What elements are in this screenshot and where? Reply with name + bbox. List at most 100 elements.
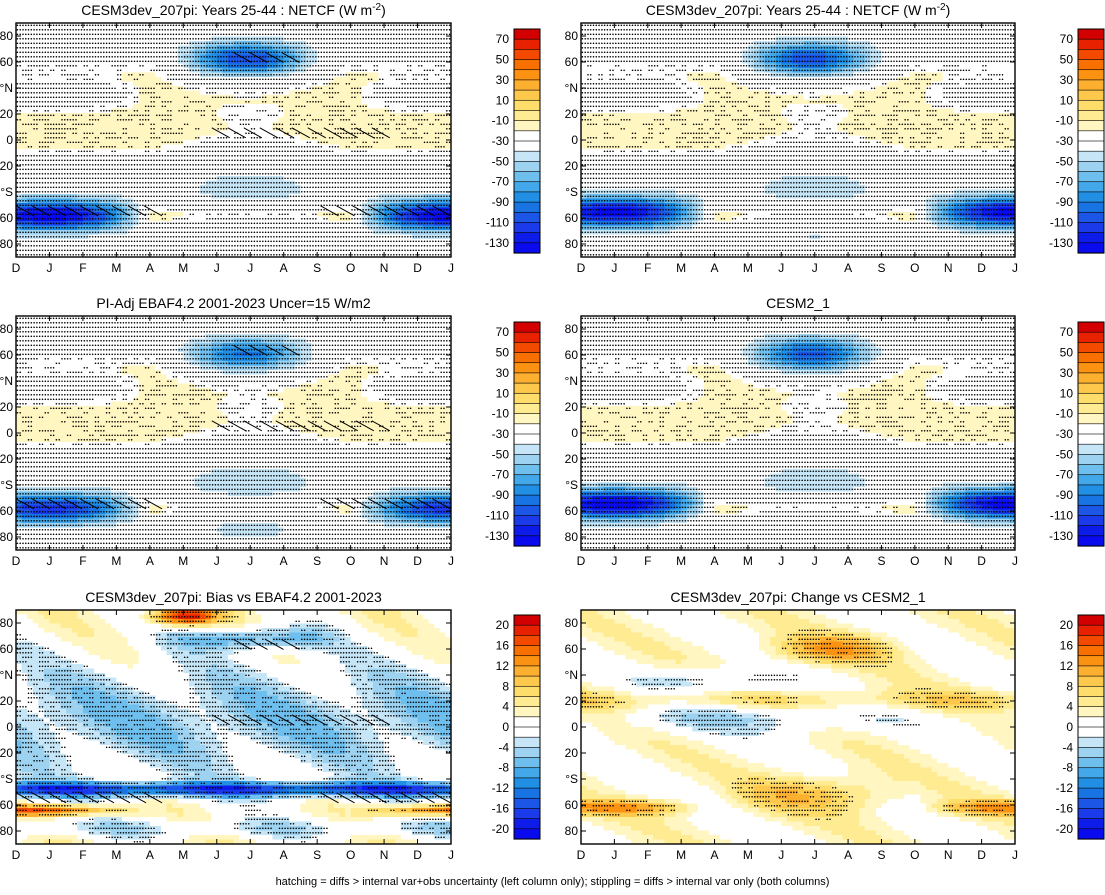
heatmap-cell xyxy=(350,41,357,47)
heatmap-cell xyxy=(144,171,151,177)
heatmap-cell xyxy=(411,189,419,195)
heatmap-cell xyxy=(300,113,307,119)
heatmap-cell xyxy=(144,243,151,249)
heatmap-cell xyxy=(389,113,396,119)
heatmap-cell xyxy=(384,239,391,245)
stipple-dot xyxy=(153,29,155,31)
heatmap-cell xyxy=(172,149,179,155)
heatmap-cell xyxy=(250,135,257,141)
heatmap-cell xyxy=(233,113,240,119)
heatmap-cell xyxy=(138,144,145,150)
heatmap-cell xyxy=(294,180,302,186)
heatmap-cell xyxy=(144,54,151,60)
heatmap-cell xyxy=(88,194,95,200)
stipple-dot xyxy=(287,47,289,49)
stipple-dot xyxy=(61,33,63,36)
heatmap-cell xyxy=(110,117,117,123)
heatmap-cell xyxy=(188,63,196,69)
heatmap-cell xyxy=(133,140,140,146)
heatmap-cell xyxy=(283,176,290,182)
heatmap-cell xyxy=(361,225,368,231)
heatmap-cell xyxy=(205,149,212,155)
heatmap-cell xyxy=(434,225,441,231)
heatmap-cell xyxy=(116,243,123,249)
heatmap-cell xyxy=(417,198,424,204)
heatmap-cell xyxy=(239,225,246,231)
stipple-dot xyxy=(50,29,52,31)
heatmap-cell xyxy=(194,27,201,33)
heatmap-cell xyxy=(99,189,106,195)
heatmap-cell xyxy=(289,248,296,254)
heatmap-cell xyxy=(317,32,324,38)
stipple-dot xyxy=(434,42,437,45)
heatmap-cell xyxy=(244,50,251,56)
heatmap-cell xyxy=(38,248,45,254)
heatmap-cell xyxy=(361,180,368,186)
heatmap-cell xyxy=(110,216,117,222)
heatmap-cell xyxy=(183,248,190,254)
stipple-dot xyxy=(44,33,47,36)
heatmap-cell xyxy=(239,59,246,65)
stipple-dot xyxy=(298,47,300,49)
heatmap-cell xyxy=(400,36,407,42)
heatmap-cell xyxy=(55,207,62,213)
heatmap-cell xyxy=(439,23,447,29)
heatmap-cell xyxy=(205,207,212,213)
stipple-dot xyxy=(195,24,197,27)
heatmap-cell xyxy=(333,81,341,87)
heatmap-cell xyxy=(94,81,101,87)
heatmap-cell xyxy=(328,90,335,96)
heatmap-cell xyxy=(110,108,117,114)
stipple-dot xyxy=(423,38,426,40)
heatmap-cell xyxy=(216,158,223,164)
heatmap-cell xyxy=(121,36,129,42)
heatmap-cell xyxy=(333,131,341,137)
stipple-dot xyxy=(264,38,267,40)
heatmap-cell xyxy=(94,41,101,47)
heatmap-cell xyxy=(43,59,51,65)
stipple-dot xyxy=(331,33,334,36)
stipple-dot xyxy=(420,29,423,31)
heatmap-cell xyxy=(306,113,313,119)
heatmap-cell xyxy=(172,185,179,191)
stipple-dot xyxy=(172,42,175,45)
stipple-dot xyxy=(367,42,370,45)
stipple-dot xyxy=(334,24,337,27)
heatmap-cell xyxy=(333,234,341,240)
heatmap-cell xyxy=(283,50,290,56)
stipple-dot xyxy=(446,47,448,49)
heatmap-cell xyxy=(177,27,184,33)
stipple-dot xyxy=(61,42,63,45)
heatmap-cell xyxy=(38,198,45,204)
heatmap-cell xyxy=(99,81,106,87)
heatmap-cell xyxy=(350,72,357,78)
stipple-dot xyxy=(161,24,164,27)
heatmap-cell xyxy=(300,45,307,51)
heatmap-cell xyxy=(99,135,106,141)
heatmap-cell xyxy=(395,176,402,182)
heatmap-cell xyxy=(423,36,430,42)
heatmap-cell xyxy=(127,180,134,186)
heatmap-cell xyxy=(289,81,296,87)
heatmap-cell xyxy=(289,113,296,119)
heatmap-cell xyxy=(127,149,134,155)
stipple-dot xyxy=(77,33,80,36)
heatmap-cell xyxy=(400,117,407,123)
stipple-dot xyxy=(58,42,60,45)
heatmap-cell xyxy=(77,68,84,74)
heatmap-cell xyxy=(27,176,34,182)
stipple-dot xyxy=(262,47,264,49)
heatmap-cell xyxy=(428,153,435,159)
heatmap-cell xyxy=(105,225,112,231)
heatmap-cell xyxy=(322,176,329,182)
heatmap-cell xyxy=(138,99,145,105)
heatmap-cell xyxy=(161,41,168,47)
heatmap-cell xyxy=(222,90,229,96)
heatmap-cell xyxy=(250,162,257,168)
heatmap-cell xyxy=(138,86,145,92)
heatmap-cell xyxy=(161,122,168,128)
stipple-dot xyxy=(443,38,445,40)
heatmap-cell xyxy=(194,108,201,114)
heatmap-cell xyxy=(445,140,451,146)
heatmap-cell xyxy=(255,50,262,56)
